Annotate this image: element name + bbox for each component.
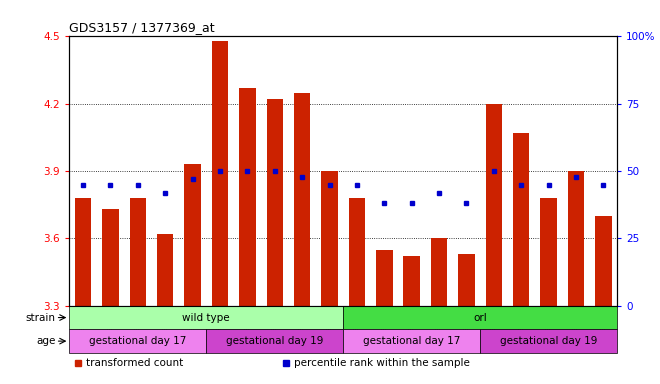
- Bar: [75, 198, 91, 306]
- Bar: [343, 306, 617, 329]
- Bar: [595, 216, 612, 306]
- Bar: [184, 164, 201, 306]
- Text: wild type: wild type: [182, 313, 230, 323]
- Bar: [480, 329, 617, 353]
- Bar: [541, 198, 557, 306]
- Bar: [431, 238, 447, 306]
- Bar: [348, 198, 365, 306]
- Bar: [568, 171, 584, 306]
- Text: percentile rank within the sample: percentile rank within the sample: [294, 358, 470, 368]
- Bar: [206, 329, 343, 353]
- Bar: [376, 250, 393, 306]
- Bar: [102, 209, 119, 306]
- Bar: [403, 257, 420, 306]
- Bar: [129, 198, 146, 306]
- Bar: [157, 234, 174, 306]
- Text: orl: orl: [473, 313, 487, 323]
- Bar: [267, 99, 283, 306]
- Bar: [343, 329, 480, 353]
- Bar: [294, 93, 310, 306]
- Text: gestational day 17: gestational day 17: [363, 336, 461, 346]
- Text: GDS3157 / 1377369_at: GDS3157 / 1377369_at: [69, 21, 215, 34]
- Bar: [239, 88, 255, 306]
- Text: age: age: [36, 336, 55, 346]
- Text: transformed count: transformed count: [86, 358, 183, 368]
- Text: gestational day 17: gestational day 17: [89, 336, 187, 346]
- Bar: [212, 41, 228, 306]
- Bar: [321, 171, 338, 306]
- Text: gestational day 19: gestational day 19: [500, 336, 597, 346]
- Bar: [69, 306, 343, 329]
- Bar: [513, 133, 529, 306]
- Bar: [486, 104, 502, 306]
- Bar: [69, 329, 206, 353]
- Text: gestational day 19: gestational day 19: [226, 336, 323, 346]
- Text: strain: strain: [26, 313, 55, 323]
- Bar: [458, 254, 475, 306]
